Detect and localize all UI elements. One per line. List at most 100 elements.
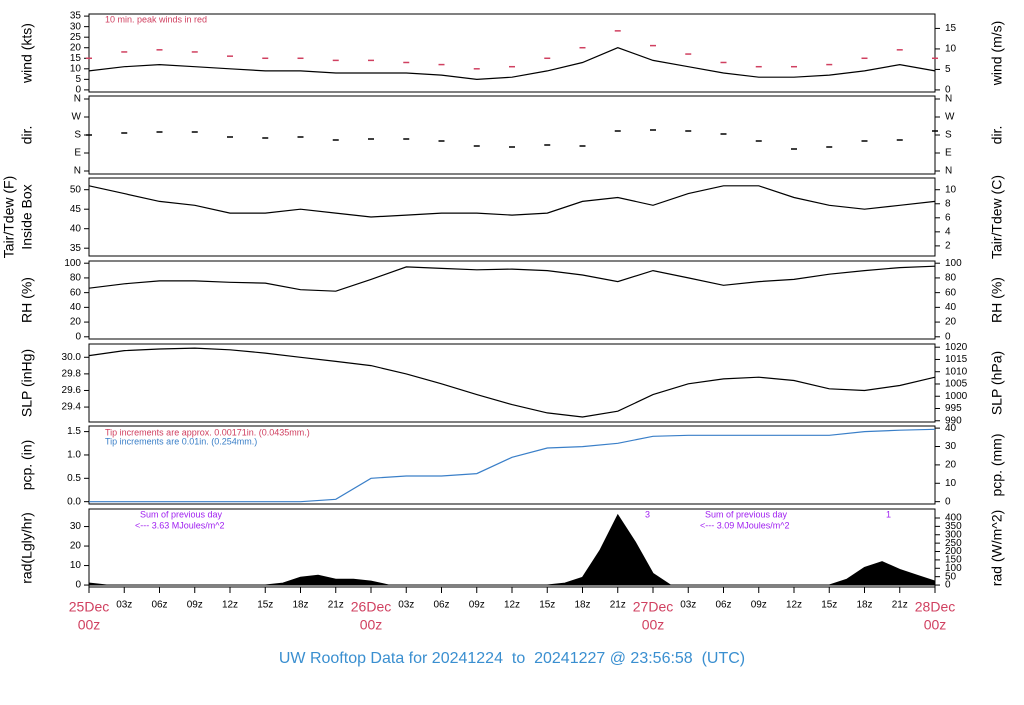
y2-tick-label: N	[945, 166, 952, 177]
x-tick-label: 09z	[751, 600, 767, 611]
annotation: <--- 3.09 MJoules/m^2	[700, 520, 790, 530]
y2-tick-label: 15	[945, 23, 957, 34]
y2-tick-label: 20	[945, 460, 957, 471]
panel-frame	[88, 177, 936, 257]
y-tick-label: 10	[70, 560, 82, 571]
y-tick-label: 0.0	[67, 496, 81, 507]
y2-tick-label: 4	[945, 226, 951, 237]
panel-frame	[88, 95, 936, 175]
x-tick-label: 27Dec	[633, 599, 673, 615]
data-line	[88, 185, 936, 218]
y2-axis-label: rad (W/m^2)	[989, 510, 1005, 587]
y-tick-label: 20	[70, 317, 82, 328]
x-tick-label: 06z	[151, 600, 167, 611]
y-tick-label: 29.8	[62, 369, 82, 380]
y-tick-label: 0	[75, 331, 81, 342]
x-tick-label: 12z	[222, 600, 238, 611]
annotation: Tip increments are 0.01in. (0.254mm.)	[105, 436, 257, 446]
x-tick-label: 06z	[433, 600, 449, 611]
y2-axis-label: SLP (hPa)	[989, 351, 1005, 415]
y2-axis-label: dir.	[989, 126, 1005, 145]
x-tick-label: 26Dec	[351, 599, 391, 615]
y-tick-label: 45	[70, 204, 82, 215]
y2-tick-label: 990	[945, 415, 962, 426]
y-axis-label: RH (%)	[19, 277, 35, 323]
y2-axis-label: pcp. (mm)	[989, 434, 1005, 497]
y2-tick-label: 0	[945, 331, 951, 342]
y-tick-label: 100	[64, 258, 81, 269]
y-tick-label: 29.6	[62, 385, 82, 396]
y2-tick-label: 100	[945, 563, 962, 574]
y-axis-label: pcp. (in)	[19, 440, 35, 491]
annotation: 10 min. peak winds in red	[105, 14, 207, 24]
annotation: Tip increments are approx. 0.00171in. (0…	[105, 427, 310, 437]
data-line	[88, 265, 936, 292]
y-axis-label: SLP (inHg)	[19, 349, 35, 417]
annotation: 3	[645, 509, 650, 519]
data-line	[89, 428, 936, 503]
y-axis-label: Inside Box	[19, 184, 35, 249]
y2-tick-label: 400	[945, 513, 962, 524]
y-tick-label: 30.0	[62, 352, 82, 363]
y2-tick-label: 100	[945, 258, 962, 269]
annotation: Sum of previous day	[705, 509, 788, 519]
y-tick-label: 0	[75, 85, 81, 96]
y2-tick-label: 5	[945, 64, 951, 75]
y2-tick-label: 6	[945, 212, 951, 223]
y-axis-label: Tair/Tdew (F)	[1, 176, 17, 258]
y2-tick-label: 60	[945, 287, 957, 298]
x-tick-label: 03z	[680, 600, 696, 611]
y-axis-label: rad(Lgly/hr)	[19, 512, 35, 584]
y-tick-label: 40	[70, 302, 82, 313]
y2-tick-label: 10	[945, 184, 957, 195]
y-tick-label: 20	[70, 42, 82, 53]
y2-tick-label: 1020	[945, 342, 968, 353]
x-tick-sublabel: 00z	[924, 617, 947, 633]
y-tick-label: 50	[70, 184, 82, 195]
data-line	[88, 347, 936, 418]
y2-tick-label: 350	[945, 521, 962, 532]
x-tick-label: 28Dec	[915, 599, 955, 615]
x-tick-label: 09z	[187, 600, 203, 611]
y2-tick-label: 40	[945, 302, 957, 313]
x-tick-label: 15z	[821, 600, 837, 611]
y-tick-label: 0	[75, 580, 81, 591]
y-tick-label: 15	[70, 53, 82, 64]
x-tick-label: 12z	[786, 600, 802, 611]
y2-axis-label: Tair/Tdew (C)	[989, 175, 1005, 259]
y-tick-label: 0.5	[67, 473, 81, 484]
y2-tick-label: 0	[945, 496, 951, 507]
y2-tick-label: 200	[945, 546, 962, 557]
y2-tick-label: 2	[945, 241, 951, 252]
panel-frame	[88, 13, 936, 93]
y2-tick-label: 40	[945, 423, 957, 434]
y-tick-label: E	[74, 148, 81, 159]
y-axis-label: wind (kts)	[19, 23, 35, 84]
x-tick-label: 18z	[856, 600, 872, 611]
x-tick-label: 12z	[504, 600, 520, 611]
y2-axis-label: wind (m/s)	[989, 21, 1005, 87]
panel-frame	[88, 343, 936, 423]
y2-tick-label: 150	[945, 555, 962, 566]
y2-tick-label: 1000	[945, 391, 968, 402]
y-tick-label: W	[72, 112, 82, 123]
y-tick-label: 40	[70, 223, 82, 234]
y-tick-label: 5	[75, 74, 81, 85]
y2-tick-label: 1010	[945, 366, 968, 377]
annotation: <--- 3.63 MJoules/m^2	[135, 520, 225, 530]
y2-tick-label: 1005	[945, 379, 968, 390]
y2-tick-label: 1015	[945, 354, 968, 365]
y-tick-label: N	[74, 94, 81, 105]
y-tick-label: 10	[70, 63, 82, 74]
x-tick-label: 21z	[892, 600, 908, 611]
x-tick-label: 18z	[574, 600, 590, 611]
y2-tick-label: 10	[945, 478, 957, 489]
y-tick-label: 25	[70, 32, 82, 43]
x-tick-sublabel: 00z	[642, 617, 665, 633]
data-area	[88, 513, 936, 586]
x-tick-sublabel: 00z	[78, 617, 101, 633]
y2-axis-label: RH (%)	[989, 277, 1005, 323]
x-tick-label: 03z	[116, 600, 132, 611]
annotation: 1	[886, 509, 891, 519]
y-tick-label: 60	[70, 287, 82, 298]
